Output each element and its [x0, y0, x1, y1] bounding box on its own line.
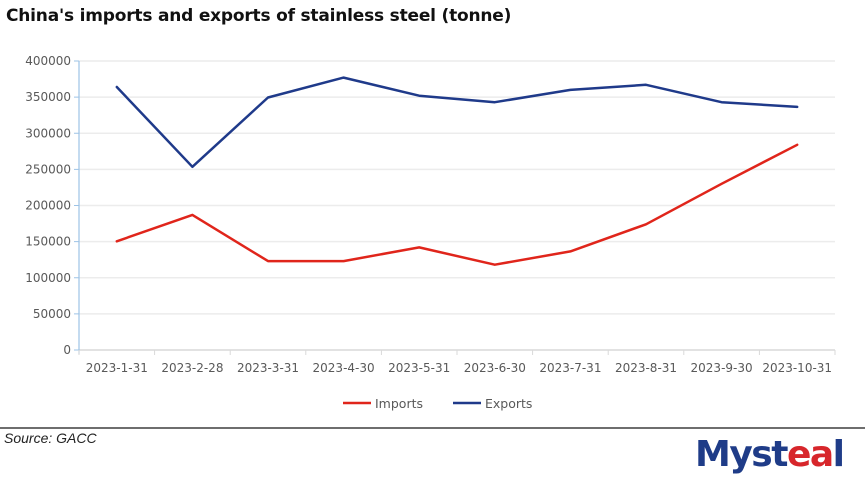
- logo-text-main: Myst: [695, 434, 788, 475]
- source-note: Source: GACC: [4, 430, 97, 446]
- y-tick-label: 200000: [25, 199, 71, 213]
- chart-title: China's imports and exports of stainless…: [6, 6, 512, 26]
- y-tick-label: 50000: [33, 307, 71, 321]
- y-tick-label: 100000: [25, 271, 71, 285]
- x-tick-label: 2023-8-31: [615, 361, 677, 375]
- legend-label-imports: Imports: [375, 396, 423, 411]
- y-tick-label: 150000: [25, 235, 71, 249]
- logo-text-end: l: [832, 434, 845, 475]
- x-tick-label: 2023-4-30: [313, 361, 375, 375]
- y-tick-label: 350000: [25, 90, 71, 104]
- y-tick-label: 300000: [25, 126, 71, 140]
- x-tick-label: 2023-1-31: [86, 361, 148, 375]
- x-tick-label: 2023-3-31: [237, 361, 299, 375]
- series-line-exports: [115, 76, 799, 169]
- series-line-imports: [115, 143, 799, 266]
- logo-text-accent: ea: [786, 434, 834, 475]
- x-tick-label: 2023-2-28: [161, 361, 223, 375]
- x-axis-ticks: 2023-1-31 2023-2-28 2023-3-31 2023-4-30 2023…: [78, 350, 836, 375]
- mysteel-logo: Mysteal: [695, 434, 845, 475]
- line-chart: 0 50000 100000 150000 200000 250000 300000 3500…: [25, 54, 836, 411]
- x-tick-label: 2023-6-30: [464, 361, 526, 375]
- legend-label-exports: Exports: [485, 396, 532, 411]
- x-tick-label: 2023-7-31: [539, 361, 601, 375]
- y-axis-ticks: 0 50000 100000 150000 200000 250000 300000 3500…: [25, 54, 79, 357]
- y-tick-label: 250000: [25, 162, 71, 176]
- x-tick-label: 2023-5-31: [388, 361, 450, 375]
- axes: [78, 61, 835, 354]
- y-tick-label: 0: [63, 343, 71, 357]
- x-tick-label: 2023-10-31: [762, 361, 832, 375]
- footer-divider: [0, 427, 865, 429]
- x-tick-label: 2023-9-30: [691, 361, 753, 375]
- y-tick-label: 400000: [25, 54, 71, 68]
- gridlines: [79, 60, 835, 315]
- series-lines: [115, 76, 799, 266]
- legend: Imports Exports: [343, 396, 532, 411]
